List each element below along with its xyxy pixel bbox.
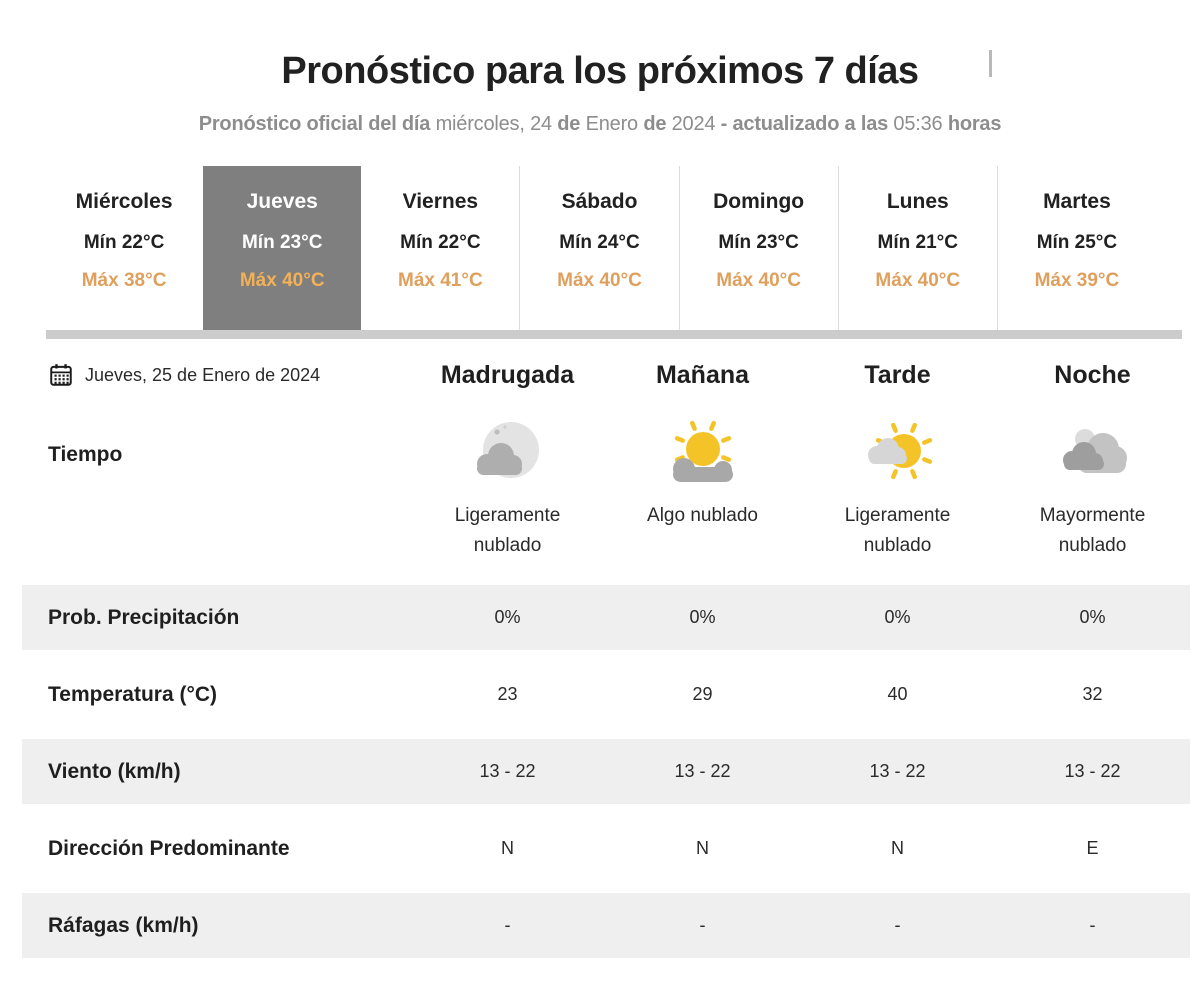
day-tab-max-label: Máx 40°C <box>239 270 325 291</box>
row-value: N <box>891 838 904 858</box>
row-value: E <box>1086 838 1099 858</box>
row-value: 29 <box>692 684 713 704</box>
table-row: Viento (km/h) 13 - 22 13 - 22 13 - 22 13 - 2… <box>22 733 1190 810</box>
day-tab-sabado[interactable]: Sábado Mín 24°C Máx 40°C <box>519 166 678 330</box>
row-value: - <box>1089 915 1096 935</box>
forecast-widget: Pronóstico para los próximos 7 días Pron… <box>0 50 1200 988</box>
sun-small-cloud-icon <box>860 417 936 493</box>
subtitle-segment: miércoles, 24 <box>435 113 558 135</box>
weather-cell: Algo nublado <box>605 417 800 561</box>
detail-header-row: Jueves, 25 de Enero de 2024 Madrugada Mañ… <box>22 351 1190 399</box>
row-label: Temperatura (°C) <box>48 682 218 706</box>
row-value: N <box>501 838 514 858</box>
subtitle-segment: - actualizado a las <box>720 113 894 135</box>
subtitle-segment: 2024 <box>671 113 721 135</box>
day-tab-day-label: Miércoles <box>75 190 173 213</box>
period-header-noche: Noche <box>1054 360 1131 389</box>
row-value: 13 - 22 <box>479 761 536 781</box>
detail-rows: Prob. Precipitación 0% 0% 0% 0% Temperatura (… <box>22 579 1190 964</box>
day-tab-day-label: Viernes <box>402 190 479 213</box>
day-tab-day-label: Domingo <box>713 190 805 213</box>
weather-description: Ligeramente nublado <box>844 505 951 556</box>
row-value: 0% <box>884 607 911 627</box>
period-header-madrugada: Madrugada <box>440 360 575 389</box>
day-tab-viernes[interactable]: Viernes Mín 22°C Máx 41°C <box>361 166 519 330</box>
weather-description: Algo nublado <box>647 505 758 526</box>
row-label: Prob. Precipitación <box>48 605 240 629</box>
weather-cell: Ligeramente nublado <box>800 417 995 561</box>
period-header-manana: Mañana <box>655 360 750 389</box>
row-label: Viento (km/h) <box>48 759 181 783</box>
moon-cloud-icon <box>470 417 546 493</box>
day-tab-day-label: Martes <box>1043 190 1111 213</box>
weather-row: Tiempo Ligeramente nublado Algo nublado Li… <box>22 399 1190 579</box>
day-tab-min-label: Mín 24°C <box>559 232 640 253</box>
day-tab-miercoles[interactable]: Miércoles Mín 22°C Máx 38°C <box>45 166 203 330</box>
row-value: - <box>699 915 706 935</box>
day-tab-lunes[interactable]: Lunes Mín 21°C Máx 40°C <box>837 166 997 330</box>
day-tab-max-label: Máx 39°C <box>1034 270 1120 291</box>
selected-date: Jueves, 25 de Enero de 2024 <box>22 362 410 388</box>
forecast-detail-table: Jueves, 25 de Enero de 2024 Madrugada Mañ… <box>22 351 1190 964</box>
subtitle-segment: de <box>643 113 672 135</box>
subtitle-segment: 05:36 <box>893 113 948 135</box>
day-tab-max-label: Máx 38°C <box>81 270 167 291</box>
day-tab-day-label: Sábado <box>561 190 638 213</box>
row-value: 13 - 22 <box>674 761 731 781</box>
day-tab-min-label: Mín 21°C <box>877 232 958 253</box>
row-value: 13 - 22 <box>1064 761 1121 781</box>
scrollbar-fragment <box>989 50 992 77</box>
day-tab-martes[interactable]: Martes Mín 25°C Máx 39°C <box>996 166 1156 330</box>
weather-cell: Mayormente nublado <box>995 417 1190 561</box>
weather-description: Mayormente nublado <box>1039 505 1146 556</box>
selected-date-label: Jueves, 25 de Enero de 2024 <box>85 364 321 385</box>
day-tab-max-label: Máx 40°C <box>716 270 801 291</box>
subtitle-segment: horas <box>947 113 1002 135</box>
day-tab-min-label: Mín 23°C <box>718 232 799 253</box>
sun-behind-cloud-icon <box>665 417 741 493</box>
row-value: - <box>504 915 511 935</box>
tab-bar-underline <box>46 330 1182 339</box>
row-value: 40 <box>887 684 908 704</box>
row-value: N <box>696 838 709 858</box>
row-value: 0% <box>494 607 521 627</box>
row-value: 0% <box>689 607 716 627</box>
period-header-tarde: Tarde <box>864 360 931 389</box>
day-tab-max-label: Máx 40°C <box>557 270 642 291</box>
row-value: 0% <box>1079 607 1106 627</box>
subtitle-segment: Enero <box>585 113 644 135</box>
day-tab-min-label: Mín 23°C <box>241 232 323 253</box>
row-value: - <box>894 915 901 935</box>
day-tab-day-label: Lunes <box>886 190 949 213</box>
row-label: Ráfagas (km/h) <box>48 913 199 937</box>
day-tab-min-label: Mín 22°C <box>400 232 481 253</box>
row-label: Dirección Predominante <box>48 836 290 860</box>
row-value: 23 <box>497 684 518 704</box>
table-row: Ráfagas (km/h) - - - - <box>22 887 1190 964</box>
row-value: 32 <box>1082 684 1103 704</box>
weather-row-label: Tiempo <box>48 443 123 466</box>
table-row: Dirección Predominante N N N E <box>22 810 1190 887</box>
subtitle-segment: de <box>557 113 586 135</box>
day-tab-max-label: Máx 40°C <box>875 270 961 291</box>
day-tab-max-label: Máx 41°C <box>398 270 483 291</box>
clouds-icon <box>1055 417 1131 493</box>
table-row: Prob. Precipitación 0% 0% 0% 0% <box>22 579 1190 656</box>
day-tab-min-label: Mín 22°C <box>83 232 165 253</box>
row-value: 13 - 22 <box>869 761 926 781</box>
day-tab-bar: Miércoles Mín 22°C Máx 38°C Jueves Mín 23°C M… <box>45 166 1156 330</box>
weather-description: Ligeramente nublado <box>454 505 561 556</box>
weather-cell: Ligeramente nublado <box>410 417 605 561</box>
subtitle-segment: Pronóstico oficial del día <box>198 113 436 135</box>
day-tab-min-label: Mín 25°C <box>1036 232 1118 253</box>
page-subtitle: Pronóstico oficial del día miércoles, 24… <box>0 113 1200 136</box>
calendar-icon <box>48 362 74 388</box>
day-tab-day-label: Jueves <box>246 190 318 213</box>
table-row: Temperatura (°C) 23 29 40 32 <box>22 656 1190 733</box>
page-title: Pronóstico para los próximos 7 días <box>281 50 919 92</box>
day-tab-jueves[interactable]: Jueves Mín 23°C Máx 40°C <box>203 166 362 330</box>
day-tab-domingo[interactable]: Domingo Mín 23°C Máx 40°C <box>678 166 838 330</box>
